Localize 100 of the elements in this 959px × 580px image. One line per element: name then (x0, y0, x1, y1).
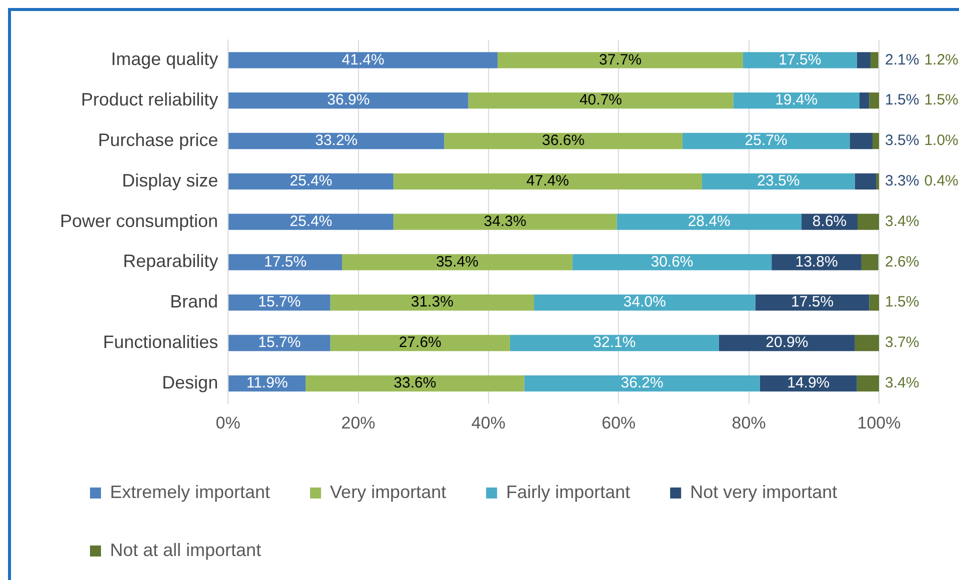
data-label: 25.4% (290, 212, 332, 230)
bar (854, 334, 879, 352)
data-label: 11.9% (246, 374, 288, 392)
y-tick-label: Power consumption (60, 210, 218, 231)
bar (572, 254, 772, 270)
y-tick-label: Design (162, 372, 218, 392)
y-tick-label: Image quality (111, 49, 218, 70)
data-label: 1.2% (924, 51, 958, 68)
x-tick-label: 0% (216, 413, 240, 432)
data-label: 32.1% (593, 334, 636, 352)
data-label: 33.2% (315, 132, 358, 150)
bar (858, 214, 879, 230)
bar (228, 214, 394, 230)
bar (524, 375, 760, 392)
bar (869, 92, 879, 109)
bar (444, 132, 682, 150)
bar (228, 254, 342, 270)
bar (468, 92, 734, 109)
bar (733, 92, 860, 109)
data-label: 35.4% (436, 253, 478, 270)
data-label: 15.7% (258, 334, 301, 352)
data-label: 34.0% (623, 294, 666, 311)
data-label: 47.4% (526, 172, 569, 190)
bar (393, 173, 702, 190)
bar (856, 52, 871, 68)
bar (228, 132, 444, 150)
bar (306, 375, 524, 392)
data-label: 20.9% (766, 334, 808, 352)
data-label: 37.7% (598, 51, 642, 68)
legend-label: Not at all important (110, 540, 262, 560)
data-label: 30.6% (650, 253, 694, 270)
y-tick-label: Purchase price (98, 130, 218, 150)
data-label: 31.3% (410, 294, 454, 311)
data-label: 1.0% (924, 132, 958, 150)
data-label: 0.4% (924, 172, 958, 190)
data-label: 15.7% (258, 294, 301, 311)
data-label: 27.6% (398, 334, 442, 352)
x-tick-label: 20% (341, 413, 376, 432)
bar (876, 173, 879, 190)
bar (228, 52, 498, 68)
data-label: 2.6% (885, 253, 920, 270)
bar (872, 132, 879, 150)
legend-label: Very important (330, 482, 446, 502)
bar (228, 173, 394, 190)
x-tick-label: 40% (471, 413, 506, 432)
data-label: 14.9% (787, 374, 830, 392)
x-tick-label: 100% (857, 413, 901, 432)
data-label: 36.2% (620, 374, 664, 392)
bar (870, 52, 878, 68)
legend-label: Fairly important (506, 482, 630, 502)
bar (498, 52, 743, 68)
data-label: 1.5% (885, 92, 920, 109)
bar (616, 214, 802, 230)
data-label: 25.4% (290, 172, 332, 190)
bar (534, 294, 756, 311)
data-label: 3.4% (885, 374, 920, 392)
bar (393, 214, 617, 230)
bar (850, 132, 872, 150)
data-label: 1.5% (885, 294, 920, 311)
bar (854, 173, 876, 190)
legend-label: Not very important (690, 482, 838, 502)
data-label: 3.7% (885, 334, 920, 352)
data-label: 8.6% (812, 212, 847, 230)
data-label: 34.3% (484, 212, 526, 230)
bar (682, 132, 850, 150)
bar (702, 173, 855, 190)
data-label: 17.5% (791, 294, 834, 311)
data-label: 41.4% (342, 51, 384, 68)
data-label: 2.1% (885, 51, 920, 68)
data-label: 28.4% (688, 212, 730, 230)
data-label: 3.3% (885, 172, 920, 190)
data-label: 13.8% (795, 253, 838, 270)
bar (330, 334, 510, 352)
bar (342, 254, 572, 270)
data-label: 1.5% (924, 92, 958, 109)
bar (869, 294, 879, 311)
y-tick-label: Brand (170, 292, 218, 312)
data-label: 17.5% (264, 253, 307, 270)
y-tick-label: Functionalities (103, 332, 218, 352)
bar (861, 254, 878, 270)
y-tick-label: Reparability (123, 251, 218, 272)
bar (742, 52, 857, 68)
bar (330, 294, 534, 311)
data-label: 40.7% (579, 92, 622, 109)
data-label: 36.6% (542, 132, 585, 150)
data-label: 25.7% (744, 132, 788, 150)
data-label: 3.4% (885, 212, 920, 230)
data-label: 19.4% (775, 92, 818, 109)
bar (718, 334, 855, 352)
data-label: 33.6% (394, 374, 436, 392)
x-tick-label: 60% (602, 413, 636, 432)
bar (856, 375, 879, 392)
legend-label: Extremely important (110, 482, 270, 502)
data-label: 17.5% (778, 51, 822, 68)
bar (859, 92, 870, 109)
data-label: 36.9% (327, 92, 370, 109)
bar (228, 92, 468, 109)
y-tick-label: Display size (122, 170, 218, 190)
data-label: 3.5% (885, 132, 920, 150)
y-tick-label: Product reliability (81, 90, 218, 110)
